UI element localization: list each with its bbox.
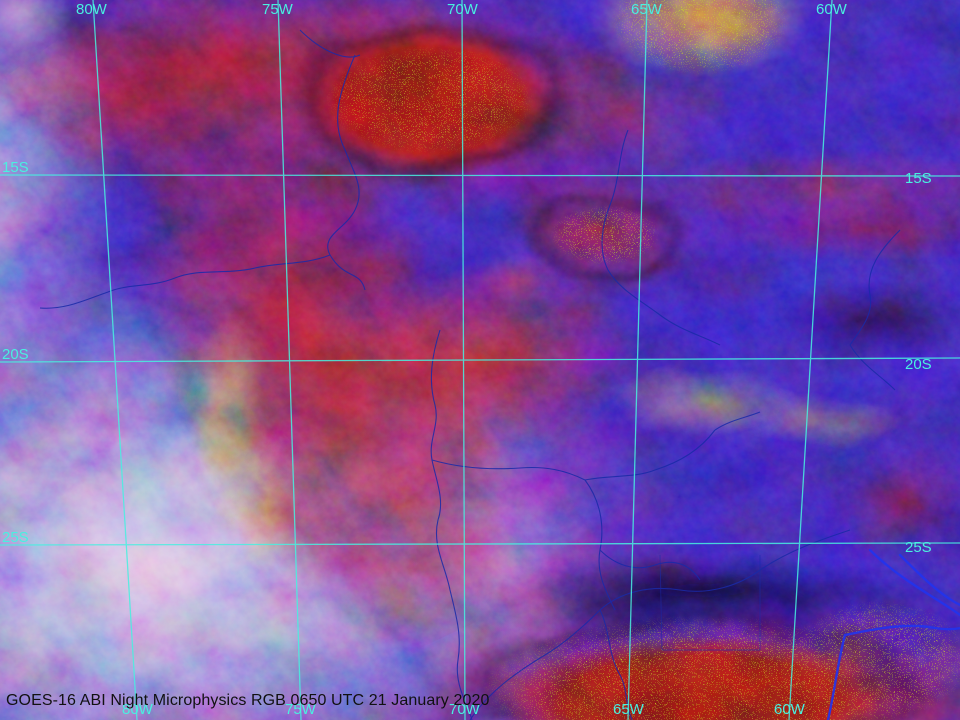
svg-text:25S: 25S <box>2 529 29 546</box>
svg-text:15S: 15S <box>2 159 29 176</box>
svg-text:20S: 20S <box>905 356 932 373</box>
svg-text:25S: 25S <box>905 539 932 556</box>
svg-text:60W: 60W <box>774 701 806 718</box>
svg-text:75W: 75W <box>262 1 294 18</box>
svg-text:65W: 65W <box>613 701 645 718</box>
svg-text:15S: 15S <box>905 170 932 187</box>
svg-text:65W: 65W <box>631 1 663 18</box>
svg-text:20S: 20S <box>2 346 29 363</box>
svg-text:80W: 80W <box>76 1 108 18</box>
svg-text:70W: 70W <box>447 1 479 18</box>
svg-text:60W: 60W <box>816 1 848 18</box>
